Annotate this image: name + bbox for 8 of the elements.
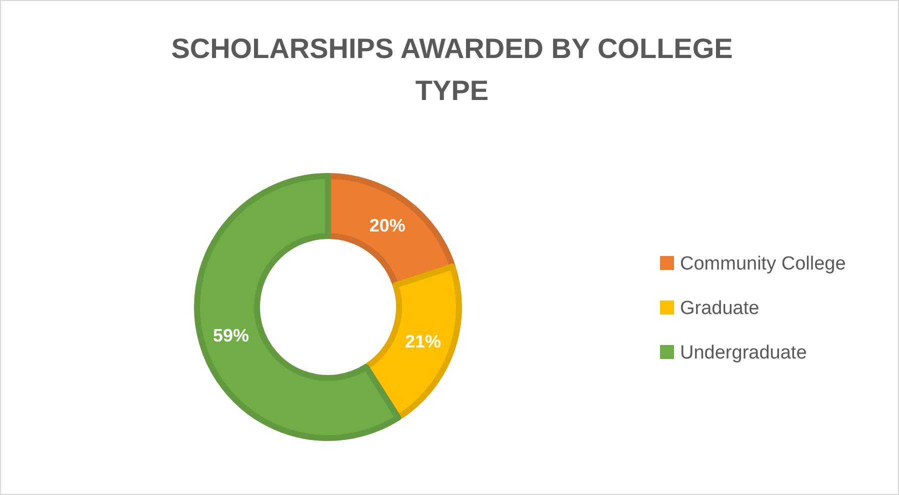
legend-label: Undergraduate	[680, 342, 807, 364]
donut-slice	[363, 264, 462, 421]
legend-label: Graduate	[680, 298, 760, 320]
data-label: 59%	[212, 325, 250, 346]
legend-label: Community College	[680, 254, 846, 275]
data-label: 21%	[405, 332, 442, 352]
chart-title: SCHOLARSHIPS AWARDED BY COLLEGE TYPE	[171, 33, 733, 106]
data-label: 20%	[369, 216, 406, 236]
